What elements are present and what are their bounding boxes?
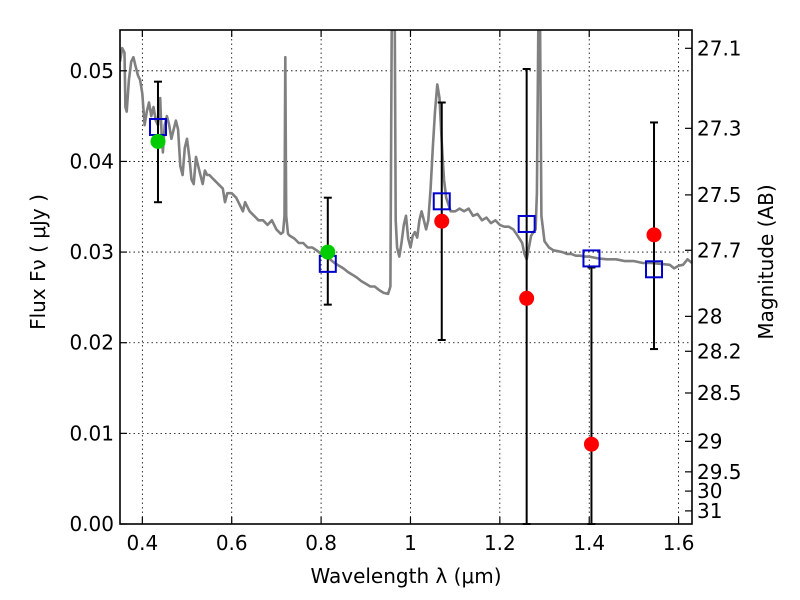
right-tick-label: 27.3 [697, 116, 742, 140]
right-tick-label: 29.5 [697, 460, 742, 484]
y-tick-label: 0.05 [69, 59, 114, 83]
x-tick-label: 1.4 [573, 531, 605, 555]
model-square-marker [645, 260, 664, 279]
right-tick-label: 30 [697, 479, 722, 503]
plot-frame [119, 29, 693, 525]
plot-area [120, 30, 692, 525]
right-tick-label: 28.2 [697, 339, 742, 363]
right-tick-label: 27.1 [697, 36, 742, 60]
observed-flux-point [583, 436, 599, 452]
observed-flux-point [320, 244, 336, 260]
observed-flux-point [150, 133, 166, 149]
y-tick-label: 0.03 [69, 240, 114, 264]
right-tick-label: 28.5 [697, 381, 742, 405]
right-tick-label: 28 [697, 304, 722, 328]
y-tick-label: 0.02 [69, 331, 114, 355]
observed-flux-point [434, 213, 450, 229]
model-square-marker [432, 192, 451, 211]
y-axis-title-right: Magnitude (AB) [754, 184, 778, 339]
right-tick-label: 31 [697, 499, 722, 523]
right-tick-label: 27.5 [697, 183, 742, 207]
x-tick-label: 1.2 [484, 531, 516, 555]
x-tick-label: 1 [404, 531, 417, 555]
y-tick-label: 0.01 [69, 421, 114, 445]
y-tick-label: 0.04 [69, 149, 114, 173]
x-axis-title: Wavelength λ (μm) [310, 564, 501, 588]
x-tick-label: 1.6 [663, 531, 695, 555]
grid-lines [120, 30, 692, 525]
model-square-marker [517, 214, 536, 233]
right-tick-label: 27.7 [697, 238, 742, 262]
spectrum-line [120, 30, 692, 296]
model-square-marker [582, 249, 601, 268]
y-axis-title-left: Flux Fν ( μJy ) [26, 194, 50, 330]
x-tick-label: 0.8 [305, 531, 337, 555]
y-tick-label: 0.00 [69, 512, 114, 536]
observed-flux-point [646, 227, 662, 243]
observed-flux-point [519, 290, 535, 306]
x-tick-label: 0.4 [126, 531, 158, 555]
x-tick-label: 0.6 [216, 531, 248, 555]
axis-ticks: 0.4 0.6 0.8 1 1.2 1.4 1.6 0.00 0.01 0.02 0.03 0.04 0… [69, 30, 742, 555]
right-tick-label: 29 [697, 429, 722, 453]
